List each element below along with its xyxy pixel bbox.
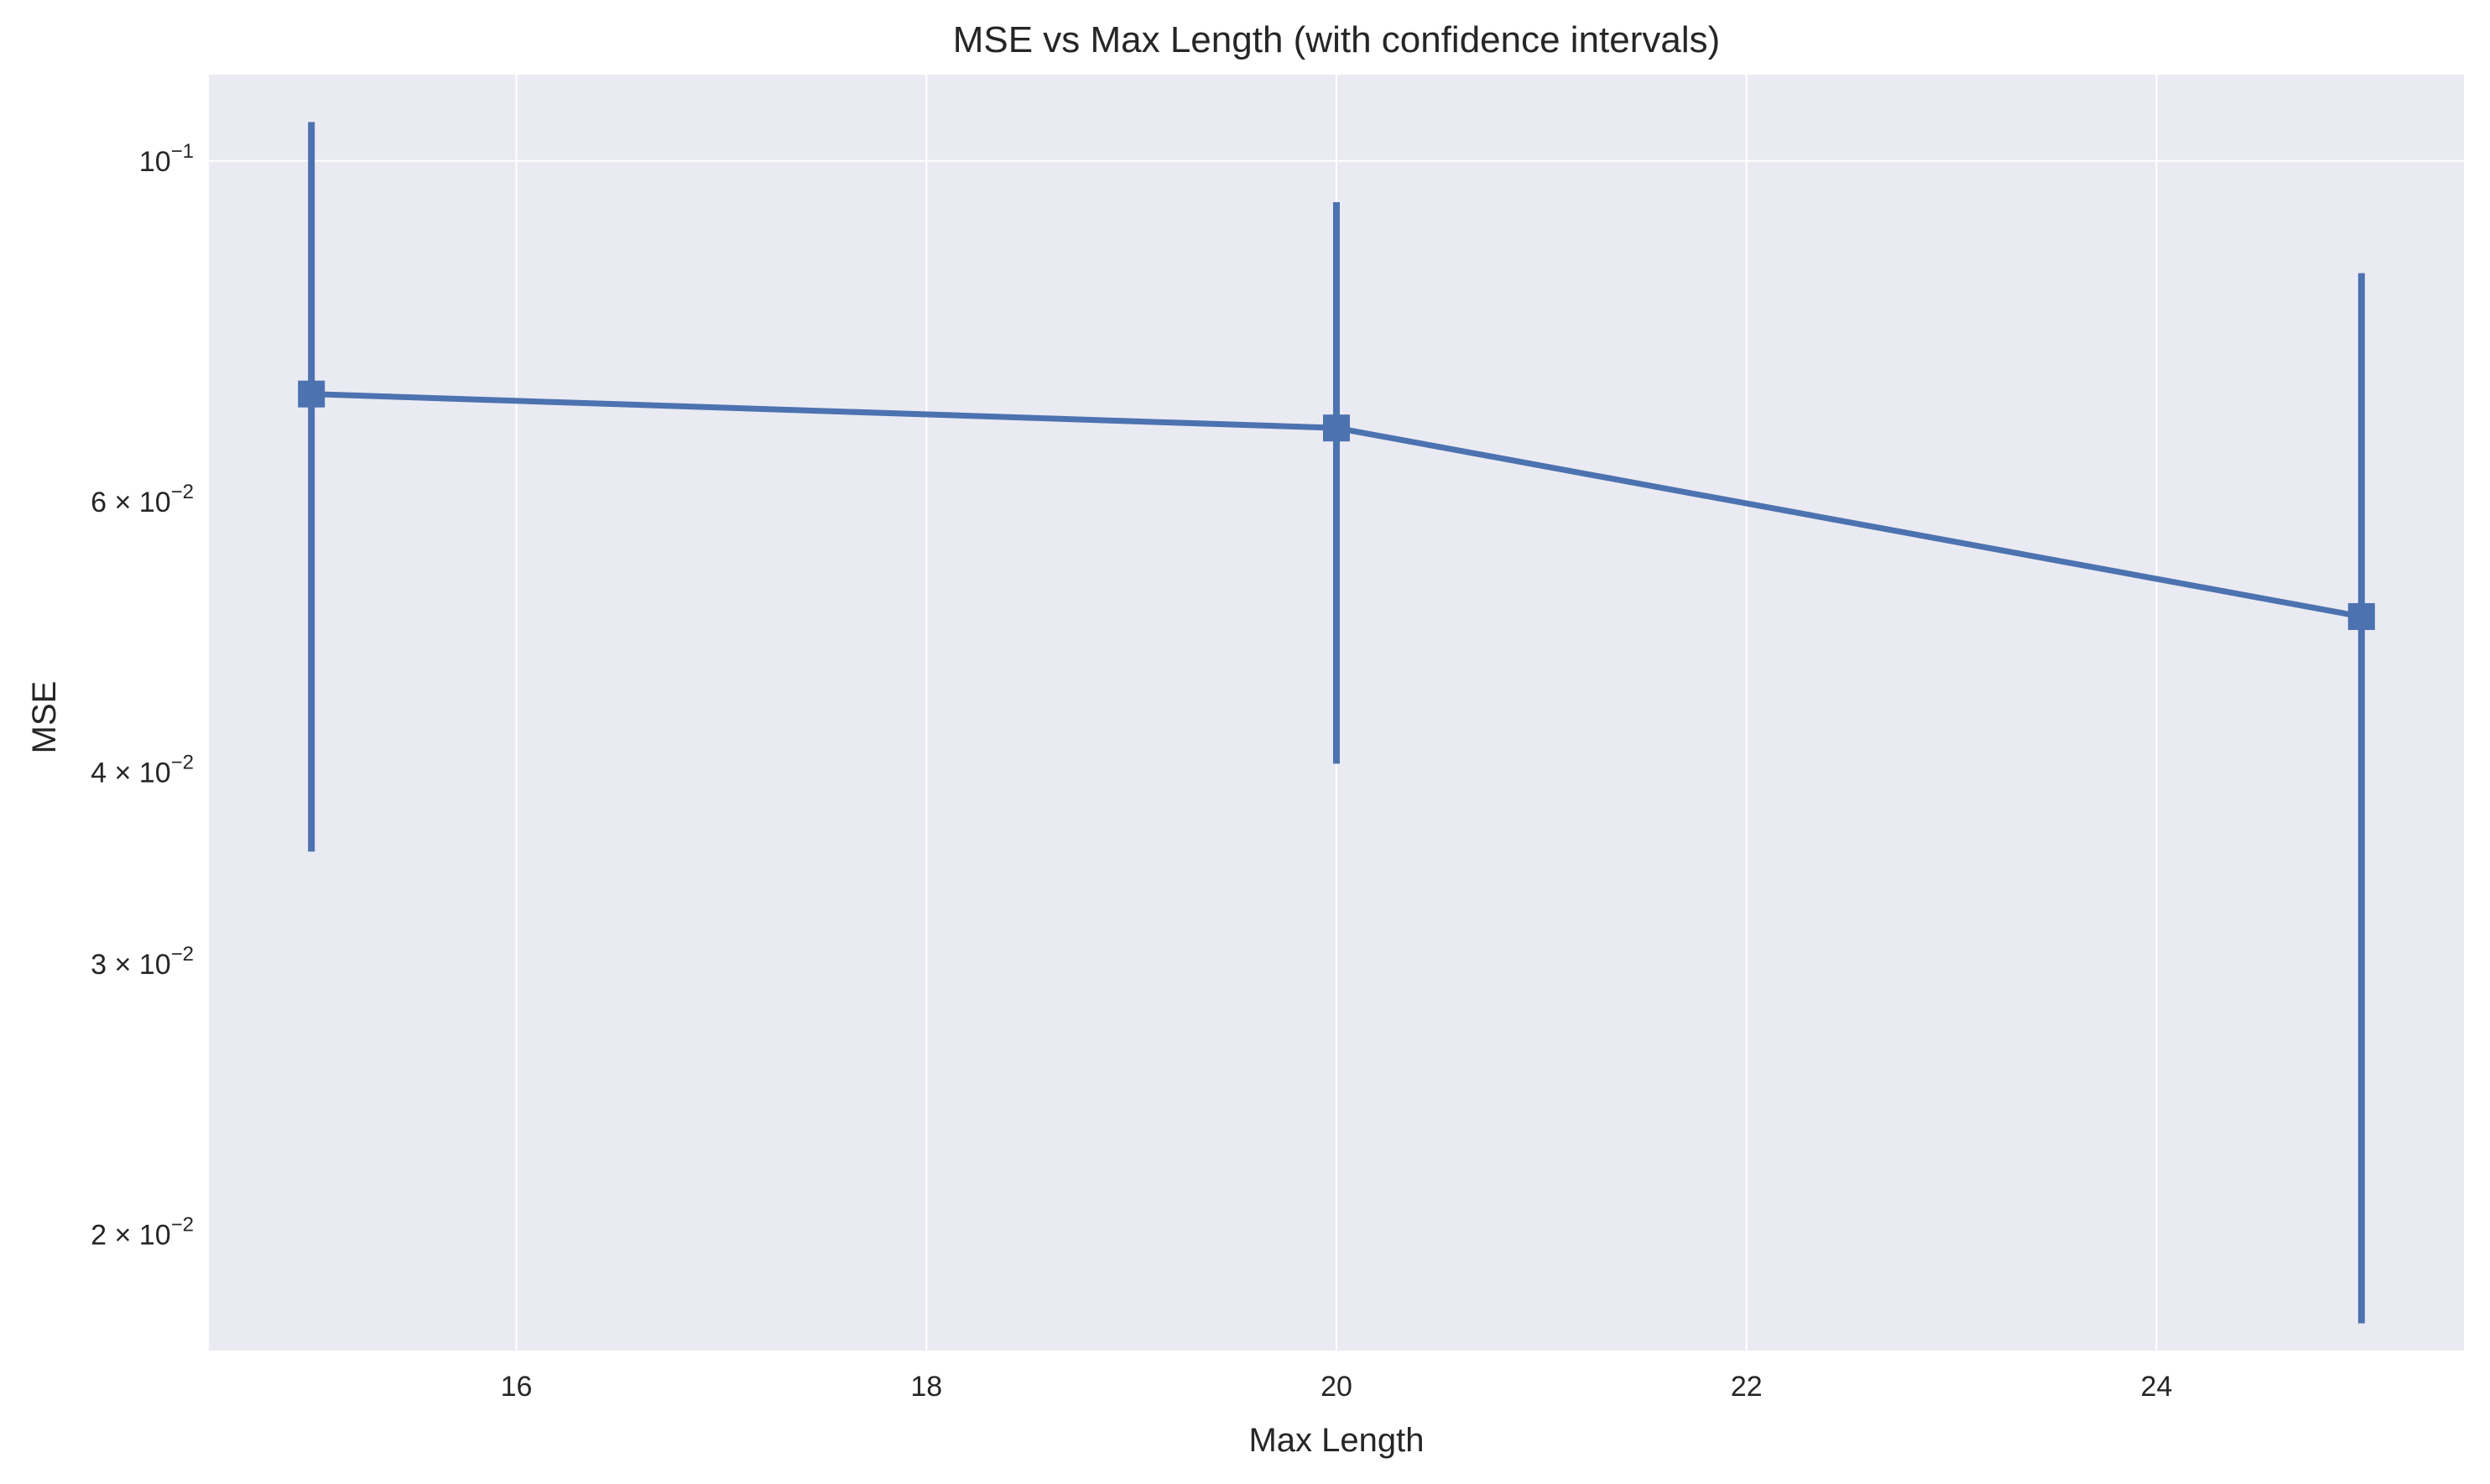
x-tick-label: 18 [910, 1371, 942, 1403]
y-tick-label: 6 × 10−2 [91, 481, 194, 518]
y-tick-label: 2 × 10−2 [91, 1213, 194, 1251]
series-group [298, 122, 2375, 1324]
x-tick-label: 20 [1321, 1371, 1352, 1403]
x-tick-label: 24 [2141, 1371, 2173, 1403]
data-point-marker [298, 380, 326, 408]
x-axis-ticks: 16 18 20 22 24 [501, 1371, 2173, 1403]
y-axis-label: MSE [26, 681, 63, 754]
x-axis-label: Max Length [1248, 1422, 1424, 1459]
data-point-marker [2347, 602, 2375, 630]
y-tick-label: 3 × 10−2 [91, 943, 194, 981]
x-tick-label: 22 [1731, 1371, 1763, 1403]
x-tick-label: 16 [501, 1371, 533, 1403]
data-point-marker [1323, 414, 1350, 442]
y-tick-label: 10−1 [139, 140, 194, 178]
chart-title: MSE vs Max Length (with confidence inter… [953, 19, 1721, 60]
y-axis-ticks: 10−1 6 × 10−2 4 × 10−2 3 × 10−2 2 × 10−2 [91, 140, 194, 1252]
y-tick-label: 4 × 10−2 [91, 751, 194, 789]
